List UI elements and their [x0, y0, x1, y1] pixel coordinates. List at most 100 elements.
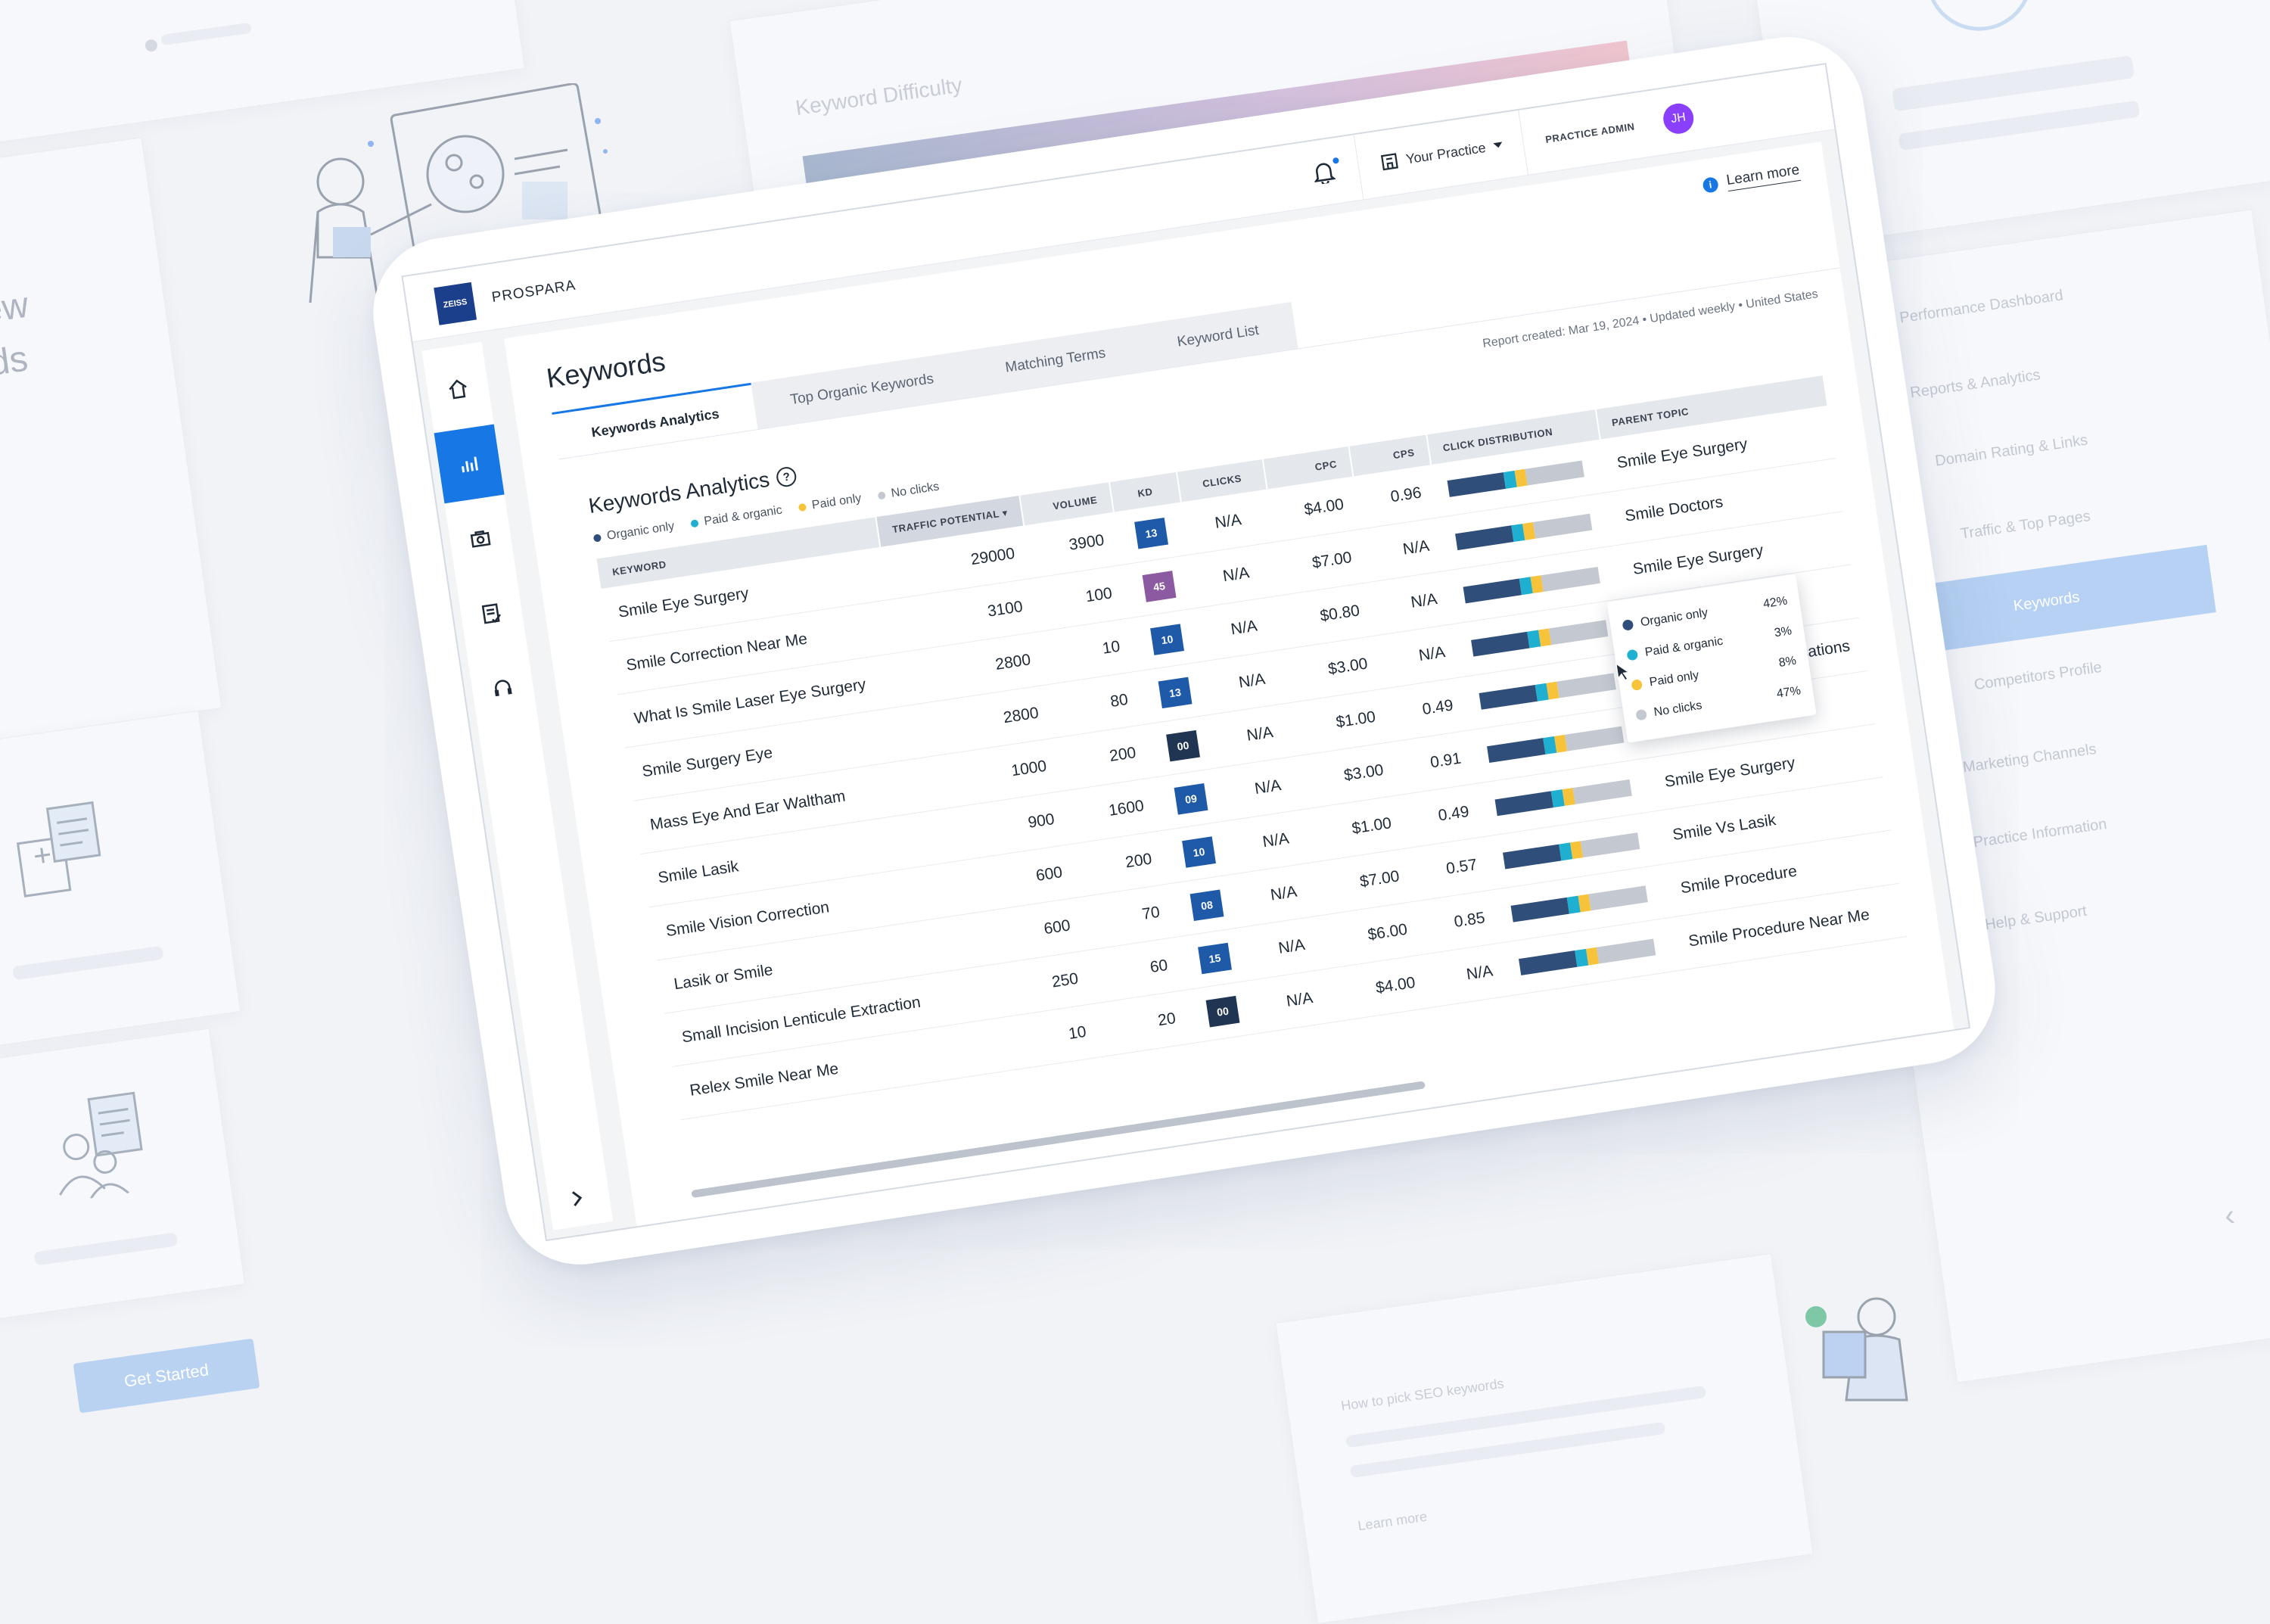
distribution-segment — [1479, 685, 1538, 711]
nav-reports-analytics[interactable] — [434, 424, 505, 504]
kd-badge: 13 — [1134, 517, 1168, 549]
distribution-segment — [1518, 950, 1578, 976]
distribution-segment — [1502, 844, 1562, 870]
mouse-cursor-icon — [1615, 662, 1631, 682]
click-distribution-bar[interactable] — [1486, 726, 1625, 764]
click-distribution-bar[interactable] — [1518, 939, 1656, 976]
learn-more-link[interactable]: i Learn more — [1702, 161, 1802, 195]
bg-card-left-1: ew ds — [0, 137, 222, 742]
check-circle-icon — [1926, 0, 2033, 31]
help-question-icon[interactable]: ? — [775, 465, 798, 488]
click-distribution-bar[interactable] — [1470, 620, 1609, 658]
kd-cell: 08 — [1169, 873, 1245, 938]
tooltip-value: 8% — [1777, 654, 1798, 670]
header-divider — [1518, 110, 1529, 175]
distribution-segment — [1533, 514, 1593, 540]
click-distribution-bar[interactable] — [1447, 461, 1584, 498]
legend-dot — [798, 502, 807, 512]
bg-card-left-2 — [0, 710, 241, 1047]
nav-marketing-channels[interactable] — [445, 499, 515, 578]
distribution-segment — [1581, 832, 1640, 858]
sort-down-icon: ▾ — [1001, 506, 1009, 519]
kd-cell: 45 — [1121, 555, 1197, 618]
tooltip-value: 42% — [1762, 594, 1789, 611]
distribution-segment — [1565, 726, 1625, 752]
report-meta: Report created: Mar 19, 2024 • Updated w… — [1482, 288, 1819, 351]
legend-item: No clicks — [877, 481, 941, 503]
building-icon — [1380, 153, 1398, 171]
legend-item: Paid & organic — [690, 504, 783, 531]
nav-practice-information[interactable] — [456, 574, 527, 653]
app-screen: ZEISS PROSPARA Your Practice PRACTICE AD… — [401, 63, 1971, 1242]
avatar[interactable]: JH — [1661, 101, 1696, 136]
distribution-segment — [1525, 461, 1584, 486]
distribution-segment — [1486, 738, 1546, 764]
click-distribution-bar[interactable] — [1463, 567, 1600, 604]
bg-nav-label: Competitors Profile — [1973, 658, 2104, 694]
bg-card-right-top — [1755, 0, 2270, 250]
legend-label: Organic only — [605, 519, 676, 543]
distribution-segment — [1597, 939, 1656, 964]
tab-keywords-analytics[interactable]: Keywords Analytics — [552, 382, 759, 462]
tabs: Keywords Analytics Top Organic Keywords … — [552, 302, 1298, 462]
kd-cell: 00 — [1145, 714, 1221, 778]
header-divider — [1353, 135, 1364, 200]
click-distribution-bar[interactable] — [1479, 673, 1616, 711]
bg-nav-collapse-icon: ‹ — [2222, 1198, 2237, 1233]
tooltip-value: 47% — [1775, 684, 1802, 701]
kd-badge: 08 — [1189, 889, 1224, 922]
tooltip-value: 3% — [1773, 624, 1793, 640]
notification-dot — [1332, 157, 1340, 164]
medical-clipboard-icon — [16, 801, 101, 898]
kd-badge: 00 — [1166, 730, 1200, 762]
learn-more-label: Learn more — [1725, 161, 1802, 192]
bg-nav-domain-rating: Domain Rating & Links — [1934, 432, 2089, 471]
bg-nav-label: Traffic & Top Pages — [1959, 507, 2092, 543]
tooltip-label: Organic only — [1639, 606, 1709, 630]
bg-left-partial-1: ew — [0, 285, 31, 331]
bg-card-left-3 — [0, 1028, 246, 1320]
page-title: Keywords — [544, 345, 667, 394]
kd-cell: 15 — [1177, 926, 1253, 991]
distribution-segment — [1454, 525, 1514, 551]
bg-seo-tip-label: How to pick SEO keywords — [1340, 1375, 1505, 1414]
tooltip-dot — [1635, 708, 1648, 721]
cpc-cell: $4.00 — [1339, 954, 1433, 1021]
tab-top-organic-keywords[interactable]: Top Organic Keywords — [751, 350, 973, 430]
legend-item: Organic only — [592, 520, 675, 546]
kd-badge: 10 — [1182, 836, 1216, 868]
bg-nav-label: Reports & Analytics — [1908, 366, 2041, 401]
notification-bell-icon[interactable] — [1312, 160, 1336, 185]
click-distribution-bar[interactable] — [1454, 514, 1593, 551]
chevron-right-icon[interactable] — [564, 1186, 589, 1212]
tablet-device: ZEISS PROSPARA Your Practice PRACTICE AD… — [362, 26, 2006, 1275]
bg-learn-more-label: Learn more — [1357, 1508, 1429, 1534]
astronaut-reading-illustration — [1805, 1297, 1908, 1402]
kd-badge: 00 — [1205, 995, 1240, 1028]
bg-nav-label: Domain Rating & Links — [1933, 431, 2089, 470]
get-started-button[interactable]: Get Started — [73, 1338, 260, 1414]
kd-badge: 15 — [1198, 942, 1232, 975]
practice-selector[interactable]: Your Practice — [1379, 135, 1505, 172]
click-distribution-bar[interactable] — [1510, 885, 1648, 923]
nav-home[interactable] — [423, 350, 493, 429]
tooltip-dot — [1626, 649, 1639, 661]
click-distribution-tooltip: Organic only 42% Paid & organic 3% Paid … — [1606, 574, 1817, 743]
left-nav — [421, 341, 614, 1230]
distribution-segment — [1588, 885, 1648, 911]
camera-icon — [470, 530, 491, 548]
home-icon — [449, 379, 467, 400]
click-distribution-bar[interactable] — [1494, 779, 1632, 817]
legend-dot — [592, 534, 602, 543]
distribution-segment — [1572, 779, 1632, 805]
click-distribution-bar[interactable] — [1502, 832, 1640, 870]
nav-help-support[interactable] — [468, 649, 538, 728]
tab-matching-terms[interactable]: Matching Terms — [966, 325, 1146, 397]
distribution-segment — [1510, 898, 1570, 923]
headset-icon — [494, 680, 512, 697]
kd-badge: 13 — [1158, 677, 1193, 709]
tooltip-dot — [1631, 679, 1643, 692]
zeiss-logo[interactable]: ZEISS — [434, 282, 477, 325]
legend-item: Paid only — [798, 492, 863, 515]
distribution-segment — [1494, 791, 1554, 817]
